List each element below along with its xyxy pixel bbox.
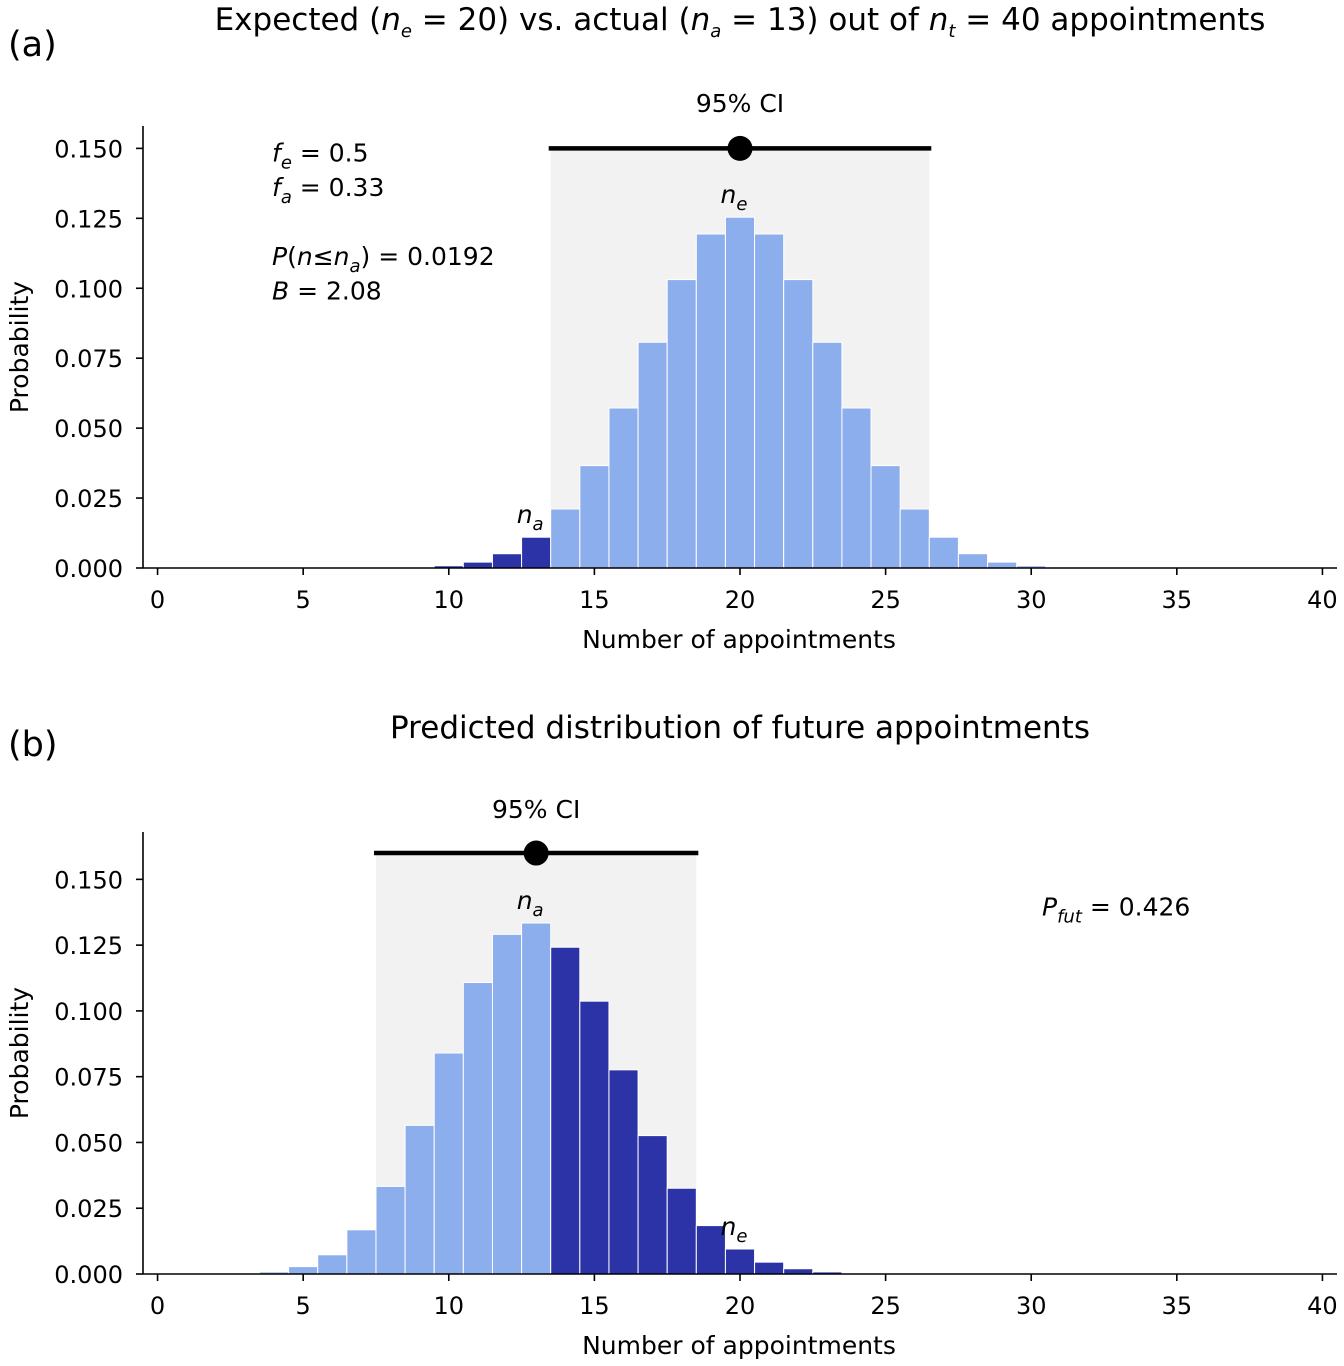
bar-7 xyxy=(346,1229,377,1275)
x-tick-label: 20 xyxy=(725,1292,756,1320)
ci-point xyxy=(523,840,549,866)
y-tick-label: 0.075 xyxy=(54,345,123,373)
x-tick-label: 30 xyxy=(1016,1292,1047,1320)
x-tick-label: 25 xyxy=(870,1292,901,1320)
y-tick-label: 0.100 xyxy=(54,998,123,1026)
y-tick-label: 0.150 xyxy=(54,135,123,163)
stat-annotation: B = 2.08 xyxy=(272,277,382,306)
x-tick-label: 15 xyxy=(579,586,610,614)
bar-27 xyxy=(928,536,959,569)
x-axis-label: Number of appointments xyxy=(582,625,896,654)
bar-label-na: na xyxy=(517,886,544,921)
y-tick-label: 0.075 xyxy=(54,1064,123,1092)
x-tick-label: 5 xyxy=(296,586,311,614)
bar-20 xyxy=(724,1248,756,1275)
y-tick-label: 0.125 xyxy=(54,205,123,233)
bar-11 xyxy=(462,561,493,569)
x-tick-label: 0 xyxy=(150,1292,165,1320)
bar-26 xyxy=(899,508,930,569)
bar-9 xyxy=(404,1124,435,1275)
bar-24 xyxy=(841,407,872,569)
bar-29 xyxy=(987,561,1018,569)
chart-title: Expected (ne = 20) vs. actual (na = 13) … xyxy=(215,2,1266,42)
bar-28 xyxy=(957,553,989,569)
y-tick-label: 0.050 xyxy=(54,415,123,443)
bar-19 xyxy=(695,1225,726,1275)
bar-17 xyxy=(637,341,668,569)
x-tick-label: 15 xyxy=(579,1292,610,1320)
bar-21 xyxy=(754,1261,785,1275)
x-tick-label: 10 xyxy=(434,586,465,614)
x-tick-label: 35 xyxy=(1162,1292,1193,1320)
bar-22 xyxy=(783,279,814,569)
y-axis-label: Probability xyxy=(5,987,34,1119)
y-tick-label: 0.025 xyxy=(54,1195,123,1223)
bar-25 xyxy=(870,465,901,569)
x-tick-label: 10 xyxy=(434,1292,465,1320)
bar-8 xyxy=(375,1185,406,1275)
stat-annotation: Pfut = 0.426 xyxy=(1042,893,1190,928)
stat-annotation: P(n≤na) = 0.0192 xyxy=(272,242,495,277)
bar-18 xyxy=(666,279,697,569)
y-tick-label: 0.150 xyxy=(54,866,123,894)
chart-panel-b: 0 5 10 15 20 25 30 35 40 0.000 0.025 0.050 0.075 0.10… xyxy=(5,710,1338,1360)
bar-6 xyxy=(317,1254,348,1275)
bar-20 xyxy=(724,216,756,569)
y-tick-label: 0.100 xyxy=(54,275,123,303)
bar-16 xyxy=(608,1069,639,1275)
bar-17 xyxy=(637,1135,668,1275)
x-tick-label: 0 xyxy=(150,586,165,614)
bar-label-na: na xyxy=(517,500,544,535)
bar-10 xyxy=(433,1052,464,1275)
x-tick-label: 30 xyxy=(1016,586,1047,614)
y-tick-label: 0.000 xyxy=(54,555,123,583)
bar-18 xyxy=(666,1187,697,1275)
bar-13 xyxy=(521,536,552,569)
x-tick-label: 40 xyxy=(1307,586,1338,614)
bar-12 xyxy=(491,553,523,569)
stat-annotation: fa = 0.33 xyxy=(272,173,384,208)
bar-23 xyxy=(812,341,843,569)
bar-16 xyxy=(608,407,639,569)
ci-point xyxy=(727,135,753,161)
y-tick-label: 0.000 xyxy=(54,1261,123,1289)
bar-19 xyxy=(695,233,726,569)
y-tick-label: 0.125 xyxy=(54,932,123,960)
x-tick-label: 35 xyxy=(1162,586,1193,614)
x-tick-label: 40 xyxy=(1307,1292,1338,1320)
y-tick-label: 0.025 xyxy=(54,485,123,513)
chart-title: Predicted distribution of future appoint… xyxy=(390,710,1090,746)
bar-label-ne: ne xyxy=(721,1212,748,1247)
chart-panel-a: 0 5 10 15 20 25 30 35 40 0.000 0.025 0.050 0.075 0.10… xyxy=(5,2,1338,654)
x-tick-label: 25 xyxy=(870,586,901,614)
bar-14 xyxy=(550,946,581,1275)
bar-label-ne: ne xyxy=(721,180,748,215)
bar-15 xyxy=(579,465,610,569)
y-axis-label: Probability xyxy=(5,281,34,413)
x-tick-label: 5 xyxy=(296,1292,311,1320)
ci-label: 95% CI xyxy=(492,795,580,824)
ci-label: 95% CI xyxy=(696,89,784,118)
x-tick-label: 20 xyxy=(725,586,756,614)
x-axis-label: Number of appointments xyxy=(582,1331,896,1360)
bar-21 xyxy=(754,233,785,569)
bar-11 xyxy=(462,981,493,1275)
bar-14 xyxy=(550,508,581,569)
bar-13 xyxy=(521,922,552,1275)
y-tick-label: 0.050 xyxy=(54,1129,123,1157)
bar-5 xyxy=(288,1266,319,1275)
panel-label: (b) xyxy=(8,725,58,765)
bar-12 xyxy=(491,933,523,1275)
bar-15 xyxy=(579,1000,610,1275)
stat-annotation: fe = 0.5 xyxy=(272,139,369,174)
panel-label: (a) xyxy=(8,25,57,65)
